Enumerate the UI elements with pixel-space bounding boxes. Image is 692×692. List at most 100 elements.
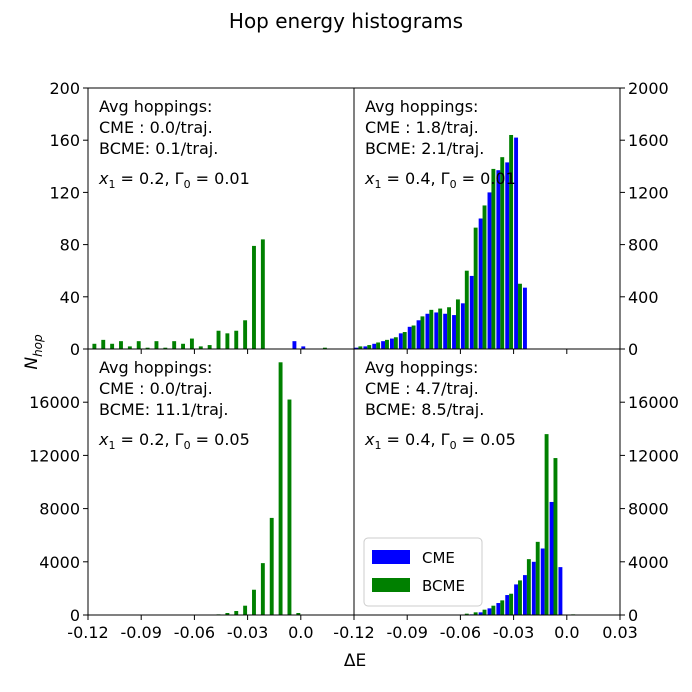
bar-bcme-11 xyxy=(455,299,460,349)
bar-cme-10 xyxy=(549,501,554,615)
bar-bcme-1 xyxy=(473,612,478,615)
y-tick-label-1: 400 xyxy=(628,288,659,307)
bar-bcme-9 xyxy=(544,434,549,615)
x-tick-label-4: 0.0 xyxy=(554,623,579,642)
annotation-line-0: Avg hoppings: xyxy=(99,358,212,377)
x-tick-label-0: -0.12 xyxy=(333,623,374,642)
bar-bcme-2 xyxy=(110,343,115,349)
y-tick-label-4: 16000 xyxy=(29,393,80,412)
bar-bcme-16 xyxy=(234,330,239,349)
x-tick-label-5: 0.03 xyxy=(602,623,638,642)
bar-bcme-11 xyxy=(189,338,194,349)
bar-cme-1 xyxy=(363,346,368,349)
annotation-line-1: CME : 4.7/traj. xyxy=(365,379,479,398)
bar-bcme-9 xyxy=(296,613,301,615)
bar-bcme-3 xyxy=(119,341,123,349)
bar-bcme-17 xyxy=(509,134,514,349)
bar-bcme-4 xyxy=(127,346,132,349)
bar-bcme-3 xyxy=(491,605,496,615)
panel-top-right: 0 400 800 1200 1600 2000 Avg hoppings: CME : 1.… xyxy=(353,79,669,359)
figure-title: Hop energy histograms xyxy=(229,9,463,33)
bar-bcme-8 xyxy=(429,309,434,349)
bar-bcme-26 xyxy=(322,347,327,349)
panel-frame xyxy=(353,348,621,616)
bar-cme-8 xyxy=(531,561,536,615)
bar-bcme-6 xyxy=(411,325,416,349)
x-tick-label-0: -0.12 xyxy=(67,623,108,642)
bar-cme-23 xyxy=(292,341,297,349)
bar-bcme-15 xyxy=(491,168,496,349)
annotation-line-1: CME : 0.0/traj. xyxy=(99,118,213,137)
bar-cme-3 xyxy=(381,341,386,349)
annotation-params: x1 = 0.2, Γ0 = 0.05 xyxy=(98,430,250,452)
bar-cme-2 xyxy=(372,343,377,349)
annotation-line-2: BCME: 11.1/traj. xyxy=(99,400,228,419)
bar-bcme-2 xyxy=(234,611,239,615)
bar-cme-6 xyxy=(514,584,519,615)
bar-bcme-17 xyxy=(243,320,248,349)
bar-bcme-5 xyxy=(402,332,407,349)
bar-bcme-16 xyxy=(500,157,505,349)
bar-bcme-12 xyxy=(464,270,469,349)
panels-group: 0 40 80 120 160 200 Avg hoppings: CME : 0.0/tra… xyxy=(29,79,679,642)
bar-cme-14 xyxy=(478,218,483,349)
y-tick-label-2: 8000 xyxy=(628,500,669,519)
y-tick-label-5: 200 xyxy=(49,79,80,98)
bar-cme-19 xyxy=(523,287,527,349)
bar-cme-7 xyxy=(416,320,421,349)
bar-bcme-5 xyxy=(136,341,141,349)
bar-bcme-4 xyxy=(393,337,398,349)
bar-bcme-19 xyxy=(260,239,265,349)
y-tick-label-1: 4000 xyxy=(628,553,669,572)
bar-bcme-15 xyxy=(225,333,230,349)
bar-bcme-6 xyxy=(145,347,150,349)
annotation-line-1: CME : 0.0/traj. xyxy=(99,379,213,398)
bar-bcme-6 xyxy=(269,517,274,615)
y-tick-label-1: 4000 xyxy=(39,553,80,572)
bar-bcme-7 xyxy=(526,559,531,615)
bar-cme-3 xyxy=(487,608,492,615)
y-tick-label-3: 12000 xyxy=(628,446,679,465)
bar-bcme-10 xyxy=(553,458,558,615)
y-tick-label-3: 1200 xyxy=(628,183,669,202)
legend: CME BCME xyxy=(363,537,483,607)
annotation-line-2: BCME: 8.5/traj. xyxy=(365,400,484,419)
panel-top-left: 0 40 80 120 160 200 Avg hoppings: CME : 0.0/tra… xyxy=(49,79,355,359)
bar-cme-0 xyxy=(354,347,359,349)
bar-cme-24 xyxy=(301,346,306,349)
annotation-line-2: BCME: 2.1/traj. xyxy=(365,139,484,158)
bar-cme-9 xyxy=(540,548,545,615)
bar-bcme-0 xyxy=(358,346,363,349)
y-tick-label-4: 1600 xyxy=(628,131,669,150)
bar-bcme-1 xyxy=(367,345,372,349)
annotation-params: x1 = 0.2, Γ0 = 0.01 xyxy=(98,169,250,191)
y-tick-label-2: 800 xyxy=(628,236,659,255)
bar-cme-7 xyxy=(523,575,527,615)
bar-cme-5 xyxy=(505,595,510,615)
bar-bcme-12 xyxy=(198,346,203,349)
legend-swatch-cme xyxy=(372,550,410,564)
bar-cme-17 xyxy=(505,162,510,349)
bar-cme-6 xyxy=(407,326,412,349)
y-tick-label-0: 0 xyxy=(70,340,80,359)
panel-bottom-left: 0 4000 8000 12000 16000 -0.12 -0.09 -0.06 -0.03 0… xyxy=(29,348,355,642)
x-tick-label-2: -0.06 xyxy=(174,623,215,642)
bar-cme-18 xyxy=(514,137,519,349)
y-tick-label-4: 160 xyxy=(49,131,80,150)
y-axis-label-sub: hop xyxy=(31,334,45,357)
bar-cme-9 xyxy=(434,312,439,349)
bar-bcme-7 xyxy=(154,341,159,349)
bar-cme-4 xyxy=(496,603,501,615)
bar-cme-5 xyxy=(398,333,403,349)
y-tick-label-4: 16000 xyxy=(628,393,679,412)
annotation-line-0: Avg hoppings: xyxy=(365,358,478,377)
annotation-line-0: Avg hoppings: xyxy=(99,97,212,116)
bar-cme-8 xyxy=(425,313,430,349)
x-tick-label-1: -0.09 xyxy=(120,623,161,642)
bar-cme-11 xyxy=(558,567,563,615)
bar-bcme-18 xyxy=(518,283,522,349)
bar-cme-13 xyxy=(469,275,474,349)
bar-cme-10 xyxy=(443,313,448,349)
bar-cme-12 xyxy=(460,303,465,349)
bar-bcme-5 xyxy=(509,593,514,615)
